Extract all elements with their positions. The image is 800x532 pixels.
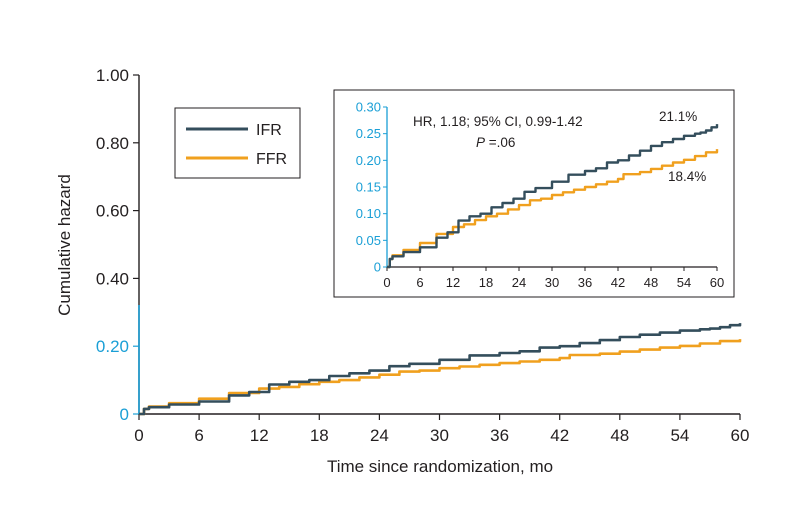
inset-x-tick-label: 48 [644,275,658,290]
main-x-tick-label: 30 [430,426,449,445]
main-x-tick-label: 36 [490,426,509,445]
main-y-ticks: 0 0.20 0.40 0.60 0.80 1.00 [96,66,139,424]
main-series [139,323,742,416]
inset-y-tick-label: 0.10 [356,206,381,221]
legend-label-ffr: FFR [256,151,287,168]
main-y-tick-label: 0.80 [96,134,129,153]
inset-x-tick-label: 12 [446,275,460,290]
main-x-ticks: 0 6 12 18 24 30 36 42 48 54 60 [134,414,749,445]
x-axis-label: Time since randomization, mo [327,457,553,476]
main-y-tick-label: 0 [120,405,129,424]
main-x-tick-label: 6 [194,426,203,445]
main-x-tick-label: 12 [250,426,269,445]
main-y-tick-label: 0.40 [96,269,129,288]
inset-p-value: =.06 [485,135,515,150]
inset-plot: 0 0.05 0.10 0.15 0.20 0.25 0.30 0 6 12 18 24 30 36 42… [333,89,735,298]
inset-y-tick-label: 0.15 [356,180,381,195]
main-y-tick-label: 0.60 [96,202,129,221]
inset-x-tick-label: 42 [611,275,625,290]
main-plot: 0 0.20 0.40 0.60 0.80 1.00 0 6 12 18 24 30 36 42 48 54… [55,66,749,476]
inset-p-annotation: P =.06 [476,135,515,150]
inset-end-label-ifr: 21.1% [659,109,697,124]
inset-x-tick-label: 18 [479,275,493,290]
legend-label-ifr: IFR [256,122,282,139]
main-x-tick-label: 0 [134,426,143,445]
inset-line-ffr [387,149,719,269]
main-y-tick-label: 0.20 [96,337,129,356]
y-axis-label: Cumulative hazard [55,174,74,316]
inset-end-label-ffr: 18.4% [668,169,706,184]
main-x-tick-label: 48 [610,426,629,445]
main-x-tick-label: 24 [370,426,389,445]
inset-line-ifr [387,124,719,269]
inset-y-tick-label: 0.05 [356,233,381,248]
main-x-tick-label: 54 [670,426,689,445]
inset-x-tick-label: 0 [383,275,390,290]
main-line-ifr [139,323,742,416]
inset-y-ticks: 0 0.05 0.10 0.15 0.20 0.25 0.30 [356,100,387,275]
inset-x-tick-label: 30 [545,275,559,290]
legend-box [174,107,301,179]
main-x-tick-label: 42 [550,426,569,445]
inset-hr-annotation: HR, 1.18; 95% CI, 0.99-1.42 [413,114,583,129]
inset-y-tick-label: 0.25 [356,126,381,141]
inset-x-ticks: 0 6 12 18 24 30 36 42 48 54 60 [383,267,724,290]
inset-y-tick-label: 0.30 [356,100,381,115]
inset-frame [333,89,735,298]
inset-x-tick-label: 54 [677,275,691,290]
inset-y-tick-label: 0 [374,260,381,275]
main-y-tick-label: 1.00 [96,66,129,85]
inset-x-tick-label: 6 [416,275,423,290]
legend: IFR FFR [174,107,301,179]
main-line-ffr [139,339,742,416]
inset-p-label: P [476,135,485,150]
main-x-tick-label: 18 [310,426,329,445]
inset-series [387,124,719,269]
main-x-tick-label: 60 [731,426,750,445]
inset-y-tick-label: 0.20 [356,153,381,168]
inset-x-tick-label: 60 [710,275,724,290]
inset-x-tick-label: 24 [512,275,526,290]
inset-x-tick-label: 36 [578,275,592,290]
